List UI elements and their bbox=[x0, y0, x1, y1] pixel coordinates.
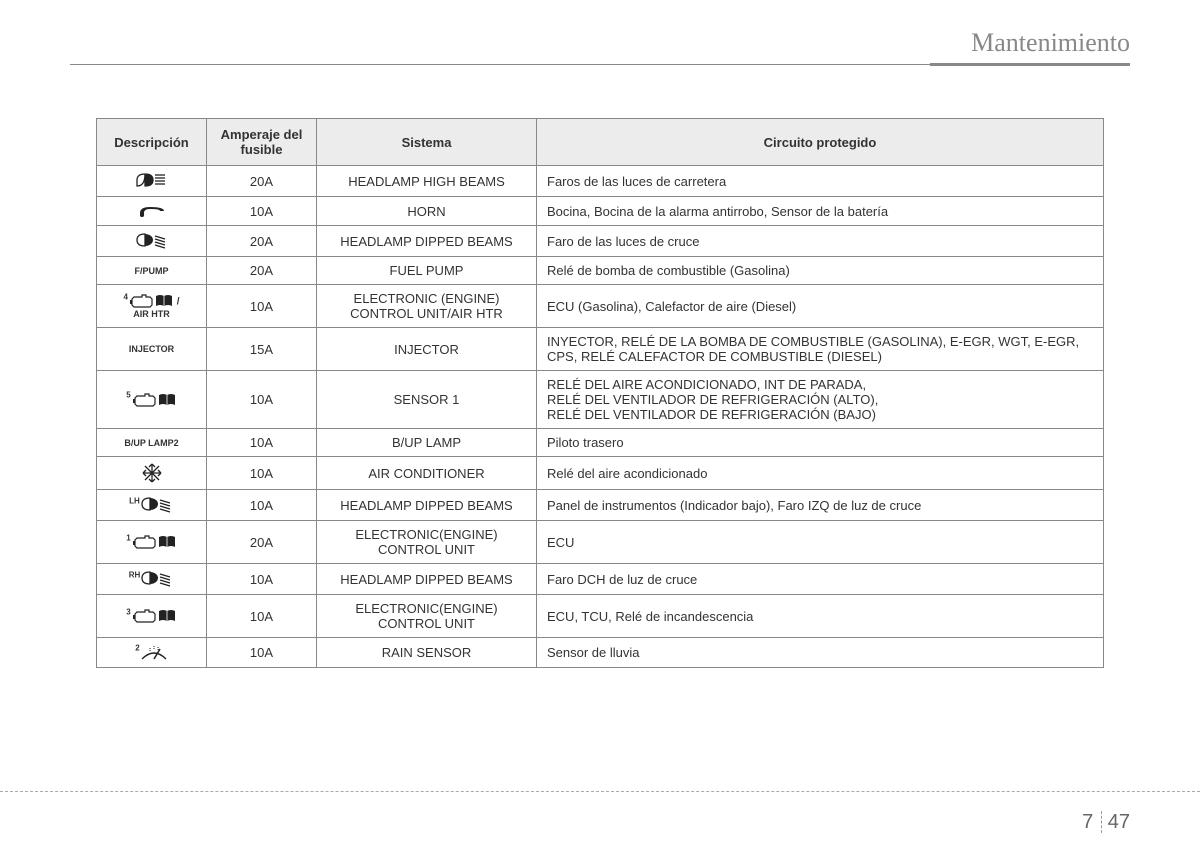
cell-amperage: 20A bbox=[207, 521, 317, 564]
table-row: F/PUMP 20AFUEL PUMPRelé de bomba de combu… bbox=[97, 257, 1104, 285]
cell-amperage: 20A bbox=[207, 166, 317, 197]
cell-circuit: Panel de instrumentos (Indicador bajo), … bbox=[537, 490, 1104, 521]
cell-description: 5 bbox=[97, 371, 207, 429]
cell-system: ELECTRONIC(ENGINE) CONTROL UNIT bbox=[317, 521, 537, 564]
cell-amperage: 10A bbox=[207, 490, 317, 521]
table-row: 20AHEADLAMP DIPPED BEAMSFaro de las luce… bbox=[97, 226, 1104, 257]
cell-circuit: Faros de las luces de carretera bbox=[537, 166, 1104, 197]
header-rule bbox=[70, 64, 1130, 65]
engine-book-icon: 4 bbox=[123, 296, 173, 307]
cell-system: RAIN SENSOR bbox=[317, 638, 537, 668]
cell-description: 2 bbox=[97, 638, 207, 668]
cell-circuit: RELÉ DEL AIRE ACONDICIONADO, INT DE PARA… bbox=[537, 371, 1104, 429]
cell-description: 1 bbox=[97, 521, 207, 564]
horn-icon bbox=[136, 206, 168, 217]
cell-amperage: 10A bbox=[207, 638, 317, 668]
table-row: LH 10AHEADLAMP DIPPED BEAMSPanel de instr… bbox=[97, 490, 1104, 521]
cell-description: 4 / AIR HTR bbox=[97, 285, 207, 328]
table-row: RH 10AHEADLAMP DIPPED BEAMSFaro DCH de lu… bbox=[97, 564, 1104, 595]
crop-mark bbox=[0, 791, 1200, 792]
engine-book-icon: 3 bbox=[126, 611, 176, 622]
cell-circuit: Piloto trasero bbox=[537, 429, 1104, 457]
cell-description: RH bbox=[97, 564, 207, 595]
cell-system: SENSOR 1 bbox=[317, 371, 537, 429]
cell-amperage: 15A bbox=[207, 328, 317, 371]
cell-system: B/UP LAMP bbox=[317, 429, 537, 457]
desc-text-label: F/PUMP bbox=[105, 266, 198, 276]
desc-text-label: INJECTOR bbox=[105, 344, 198, 354]
cell-description bbox=[97, 197, 207, 226]
cell-amperage: 10A bbox=[207, 595, 317, 638]
cell-description: F/PUMP bbox=[97, 257, 207, 285]
cell-system: ELECTRONIC (ENGINE) CONTROL UNIT/AIR HTR bbox=[317, 285, 537, 328]
cell-system: HEADLAMP HIGH BEAMS bbox=[317, 166, 537, 197]
chapter-number: 7 bbox=[1082, 811, 1093, 833]
cell-system: HORN bbox=[317, 197, 537, 226]
cell-circuit: Sensor de lluvia bbox=[537, 638, 1104, 668]
cell-circuit: Faro de las luces de cruce bbox=[537, 226, 1104, 257]
table-header-row: Descripción Amperaje del fusible Sistema… bbox=[97, 119, 1104, 166]
cell-amperage: 10A bbox=[207, 371, 317, 429]
desc-text-label: AIR HTR bbox=[105, 309, 198, 319]
cell-amperage: 20A bbox=[207, 257, 317, 285]
table-row: INJECTOR15AINJECTORINYECTOR, RELÉ DE LA … bbox=[97, 328, 1104, 371]
wiper-icon: 2 bbox=[135, 647, 167, 658]
cell-amperage: 10A bbox=[207, 564, 317, 595]
page-title: Mantenimiento bbox=[971, 28, 1130, 58]
cell-amperage: 10A bbox=[207, 285, 317, 328]
cell-circuit: INYECTOR, RELÉ DE LA BOMBA DE COMBUSTIBL… bbox=[537, 328, 1104, 371]
col-desc: Descripción bbox=[97, 119, 207, 166]
cell-description: B/UP LAMP2 bbox=[97, 429, 207, 457]
fuse-table-container: Descripción Amperaje del fusible Sistema… bbox=[96, 118, 1104, 668]
snowflake-icon bbox=[142, 468, 162, 479]
cell-description: 3 bbox=[97, 595, 207, 638]
table-row: 2 10ARAIN SENSORSensor de lluvia bbox=[97, 638, 1104, 668]
cell-circuit: ECU bbox=[537, 521, 1104, 564]
cell-system: ELECTRONIC(ENGINE) CONTROL UNIT bbox=[317, 595, 537, 638]
cell-description: LH bbox=[97, 490, 207, 521]
table-row: 10AAIR CONDITIONERRelé del aire acondici… bbox=[97, 457, 1104, 490]
cell-amperage: 10A bbox=[207, 197, 317, 226]
table-row: 10AHORNBocina, Bocina de la alarma antir… bbox=[97, 197, 1104, 226]
cell-amperage: 20A bbox=[207, 226, 317, 257]
high-beam-icon bbox=[135, 176, 169, 187]
table-row: 3 10AELECTRONIC(ENGINE) CONTROL UNITECU, … bbox=[97, 595, 1104, 638]
table-row: 5 10ASENSOR 1RELÉ DEL AIRE ACONDICIONADO,… bbox=[97, 371, 1104, 429]
table-row: 20AHEADLAMP HIGH BEAMSFaros de las luces… bbox=[97, 166, 1104, 197]
cell-circuit: ECU, TCU, Relé de incandescencia bbox=[537, 595, 1104, 638]
cell-circuit: Relé del aire acondicionado bbox=[537, 457, 1104, 490]
engine-book-icon: 1 bbox=[126, 537, 176, 548]
low-beam-icon bbox=[135, 236, 169, 247]
desc-text-label: B/UP LAMP2 bbox=[105, 438, 198, 448]
cell-amperage: 10A bbox=[207, 457, 317, 490]
col-sys: Sistema bbox=[317, 119, 537, 166]
page-footer: 7 47 bbox=[1082, 811, 1130, 834]
engine-book-icon: 5 bbox=[126, 394, 176, 405]
cell-circuit: Bocina, Bocina de la alarma antirrobo, S… bbox=[537, 197, 1104, 226]
table-row: B/UP LAMP2 10AB/UP LAMPPiloto trasero bbox=[97, 429, 1104, 457]
low-beam-icon: RH bbox=[129, 574, 175, 585]
cell-amperage: 10A bbox=[207, 429, 317, 457]
cell-description: INJECTOR bbox=[97, 328, 207, 371]
cell-circuit: Faro DCH de luz de cruce bbox=[537, 564, 1104, 595]
cell-circuit: ECU (Gasolina), Calefactor de aire (Dies… bbox=[537, 285, 1104, 328]
fuse-table: Descripción Amperaje del fusible Sistema… bbox=[96, 118, 1104, 668]
cell-system: HEADLAMP DIPPED BEAMS bbox=[317, 226, 537, 257]
cell-description bbox=[97, 457, 207, 490]
low-beam-icon: LH bbox=[129, 500, 174, 511]
cell-circuit: Relé de bomba de combustible (Gasolina) bbox=[537, 257, 1104, 285]
cell-description bbox=[97, 166, 207, 197]
col-amp: Amperaje del fusible bbox=[207, 119, 317, 166]
table-row: 1 20AELECTRONIC(ENGINE) CONTROL UNITECU bbox=[97, 521, 1104, 564]
cell-system: INJECTOR bbox=[317, 328, 537, 371]
col-circ: Circuito protegido bbox=[537, 119, 1104, 166]
page-number: 47 bbox=[1101, 811, 1130, 833]
cell-system: AIR CONDITIONER bbox=[317, 457, 537, 490]
cell-description bbox=[97, 226, 207, 257]
cell-system: FUEL PUMP bbox=[317, 257, 537, 285]
cell-system: HEADLAMP DIPPED BEAMS bbox=[317, 564, 537, 595]
table-row: 4 / AIR HTR10AELECTRONIC (ENGINE) CONTRO… bbox=[97, 285, 1104, 328]
cell-system: HEADLAMP DIPPED BEAMS bbox=[317, 490, 537, 521]
